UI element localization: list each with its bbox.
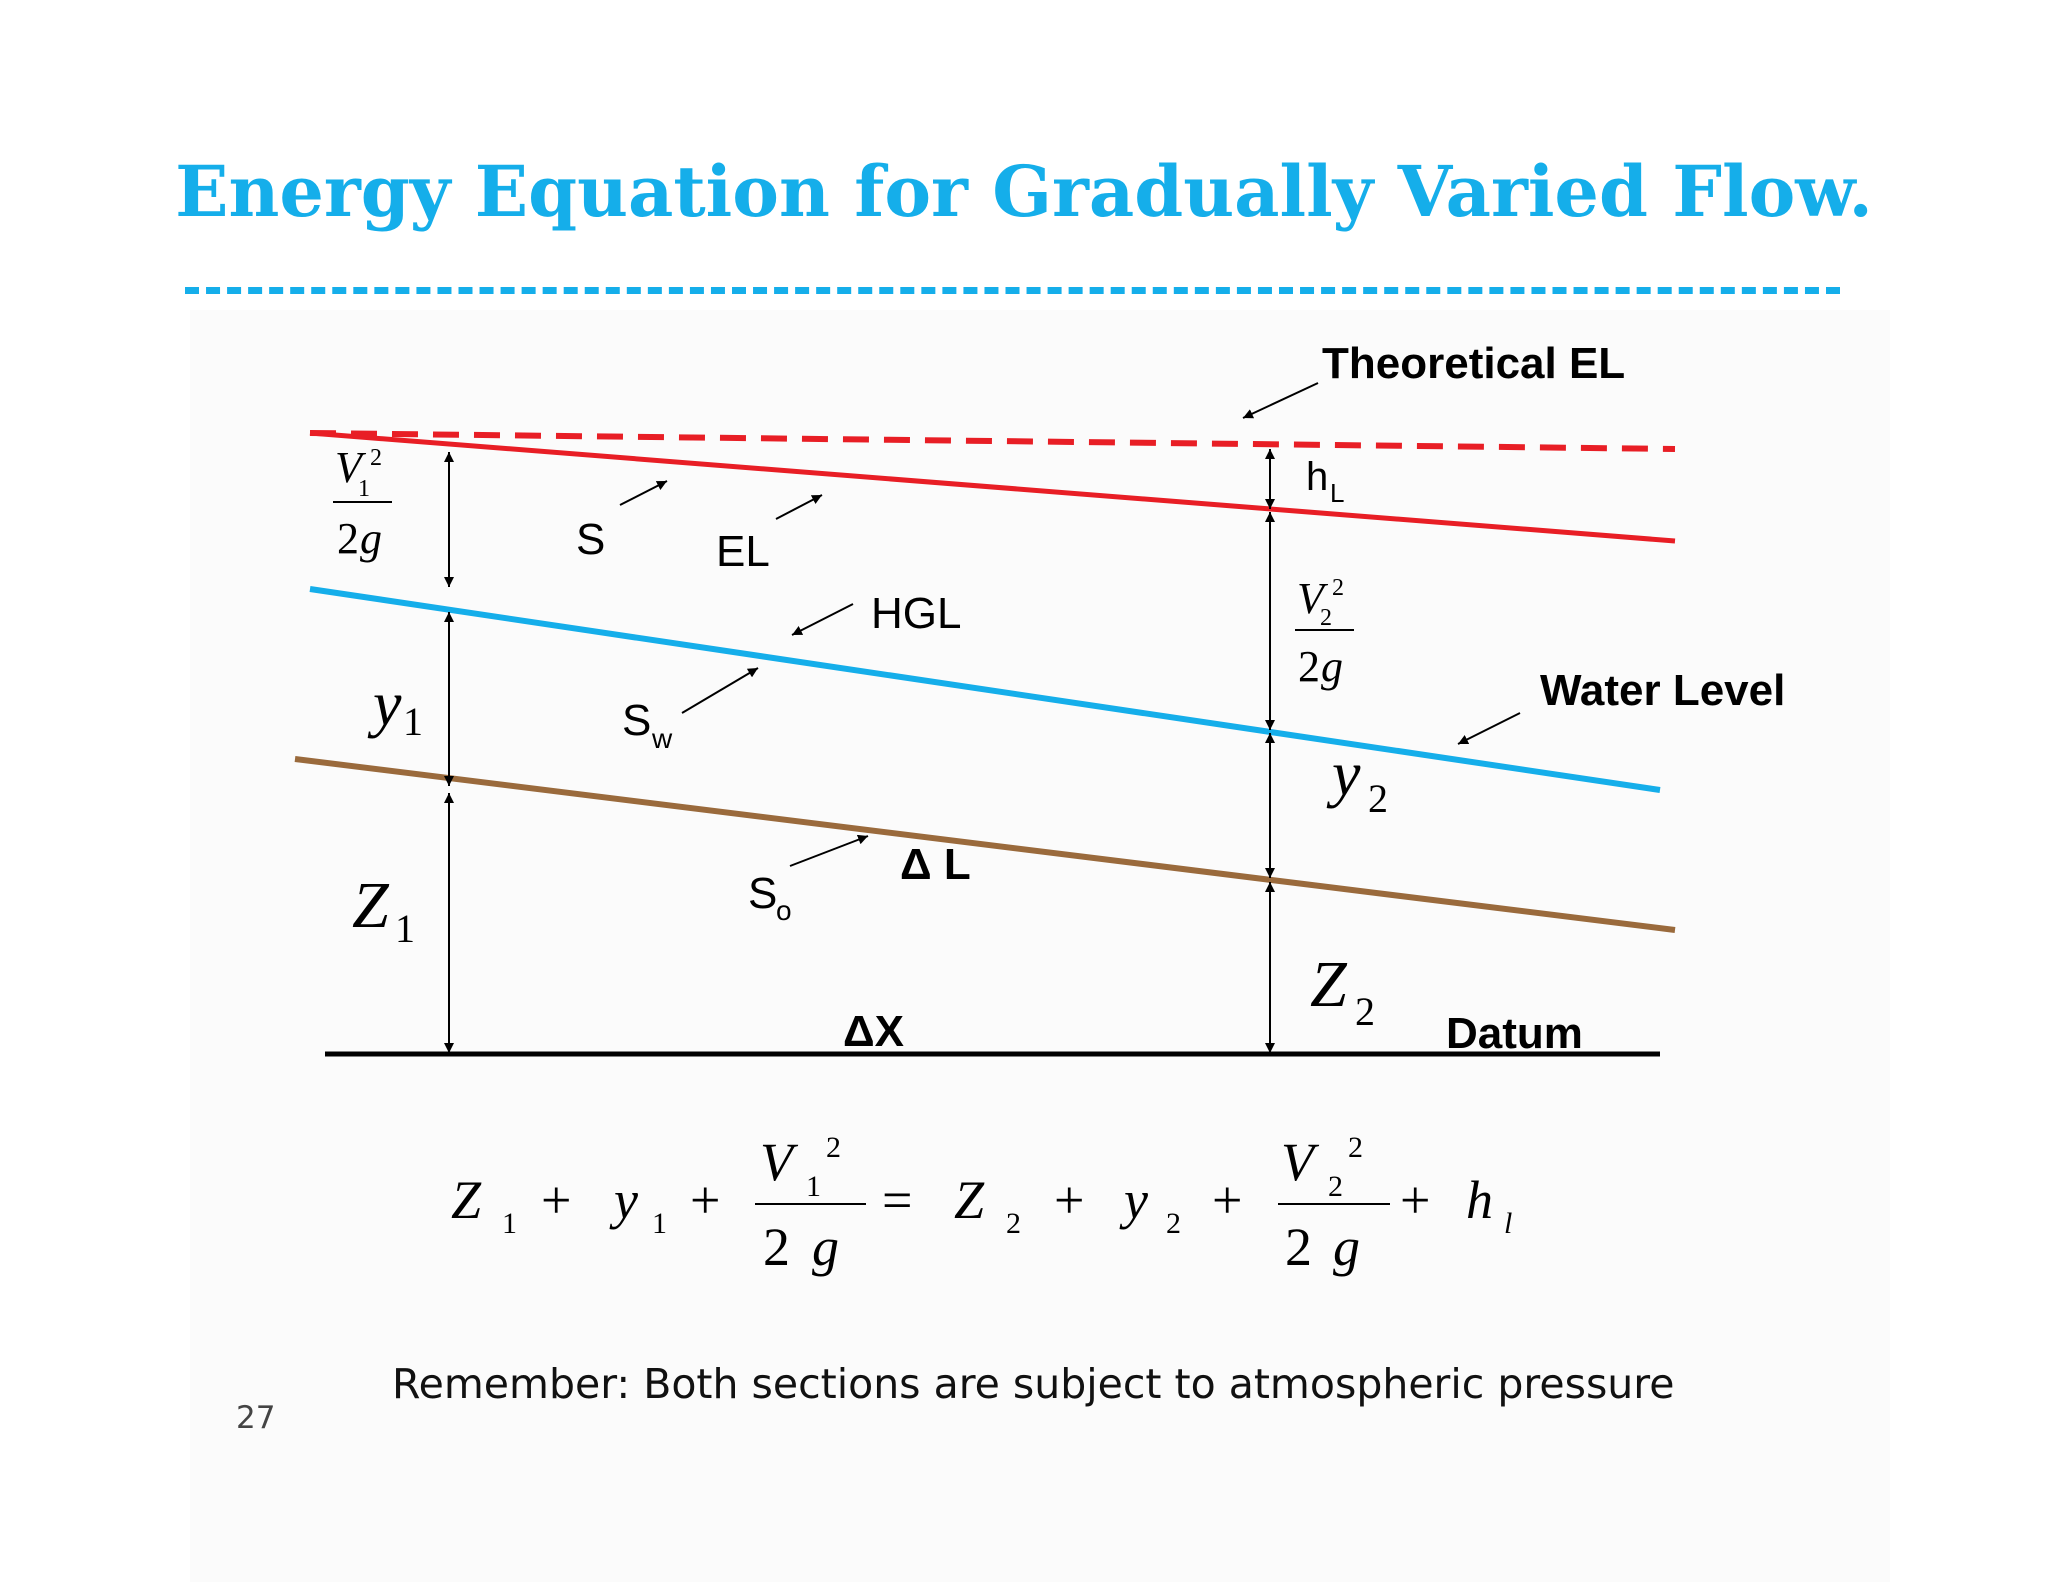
section1-depth-symbol: y [367, 668, 402, 739]
slide-title: Energy Equation for Gradually Varied Flo… [175, 150, 1873, 233]
eq-y1: y [609, 1170, 638, 1230]
section1-velocity-superscript: 2 [370, 445, 382, 471]
eq-v1-sup: 2 [826, 1131, 841, 1164]
section2-elevation-subscript: 2 [1355, 989, 1375, 1034]
eq-z2-sub: 2 [1006, 1207, 1021, 1240]
eq-v2: V [1281, 1132, 1320, 1192]
channel-bed-line [294, 756, 1676, 933]
section1-depth-subscript: 1 [403, 699, 423, 744]
section1-denominator-coef: 2 [337, 514, 359, 563]
water-slope-pointer [681, 667, 759, 714]
eq-v2-sub: 2 [1328, 1170, 1343, 1203]
eq-den1-coef: 2 [763, 1217, 790, 1277]
eq-z1: Z [451, 1170, 482, 1230]
eq-v2-sup: 2 [1348, 1131, 1363, 1164]
eq-z2: Z [954, 1170, 985, 1230]
eq-v1: V [760, 1132, 799, 1192]
energy-slope-pointer [619, 480, 668, 506]
eq-den2-coef: 2 [1285, 1217, 1312, 1277]
section2-depth-symbol: y [1326, 738, 1361, 809]
energy-line-pointer [775, 494, 823, 520]
hydraulic-grade-line [309, 586, 1661, 793]
water-level-label: Water Level [1540, 666, 1785, 715]
page-number: 27 [236, 1400, 276, 1436]
hgl-pointer [791, 603, 854, 636]
energy-line-label: EL [716, 527, 770, 576]
slide-background [190, 310, 1890, 1582]
section2-velocity-symbol: V [1297, 574, 1329, 623]
title-divider [185, 287, 1840, 294]
theoretical-energy-line [309, 430, 1676, 452]
delta-l-label: Δ L [900, 840, 971, 889]
energy-line [309, 430, 1676, 544]
head-loss-label: h [1306, 455, 1328, 499]
note-text: Remember: Both sections are subject to a… [392, 1360, 1675, 1408]
bed-slope-pointer [789, 834, 869, 867]
eq-y2: y [1119, 1170, 1148, 1230]
eq-z1-sub: 1 [502, 1207, 517, 1240]
section1-velocity-head: V 1 2 2 g [333, 443, 392, 563]
head-loss-subscript: L [1330, 478, 1344, 508]
section1-velocity-symbol: V [335, 443, 367, 492]
eq-equals: = [882, 1170, 912, 1230]
eq-plus-3: + [1054, 1170, 1084, 1230]
bed-slope-label: S [748, 869, 777, 918]
section1-denominator-var: g [360, 514, 382, 563]
section2-velocity-head: V 2 2 2 g [1295, 574, 1354, 691]
section2-elevation-symbol: Z [1310, 948, 1348, 1021]
section1-elevation-subscript: 1 [395, 906, 415, 951]
water-slope-subscript: w [651, 723, 673, 754]
section2-depth-subscript: 2 [1368, 776, 1388, 821]
eq-plus-2: + [690, 1170, 720, 1230]
eq-hl-sub: l [1504, 1207, 1512, 1240]
eq-v1-sub: 1 [806, 1170, 821, 1203]
eq-y1-sub: 1 [652, 1207, 667, 1240]
eq-den2-var: g [1333, 1217, 1360, 1277]
section2-velocity-subscript: 2 [1320, 605, 1332, 631]
theoretical-el-label: Theoretical EL [1322, 339, 1625, 388]
theoretical-el-pointer [1242, 382, 1319, 419]
eq-plus-5: + [1400, 1170, 1430, 1230]
eq-plus-4: + [1212, 1170, 1242, 1230]
section2-velocity-superscript: 2 [1332, 575, 1344, 601]
water-level-pointer [1457, 712, 1521, 745]
water-slope-label: S [622, 696, 651, 745]
delta-x-label: ΔX [843, 1007, 904, 1056]
energy-slope-label: S [576, 515, 605, 564]
energy-equation: Z 1 + y 1 + V 1 2 2 g = Z 2 + y 2 + V 2 … [451, 1131, 1512, 1277]
hgl-label: HGL [871, 589, 961, 638]
datum-label: Datum [1446, 1009, 1583, 1058]
eq-y2-sub: 2 [1166, 1207, 1181, 1240]
bed-slope-subscript: o [776, 895, 792, 926]
section2-denominator-var: g [1321, 642, 1343, 691]
section1-elevation-symbol: Z [352, 869, 390, 942]
eq-plus-1: + [541, 1170, 571, 1230]
eq-hl: h [1466, 1170, 1493, 1230]
section2-denominator-coef: 2 [1298, 642, 1320, 691]
eq-den1-var: g [812, 1217, 839, 1277]
section1-velocity-subscript: 1 [358, 476, 370, 502]
